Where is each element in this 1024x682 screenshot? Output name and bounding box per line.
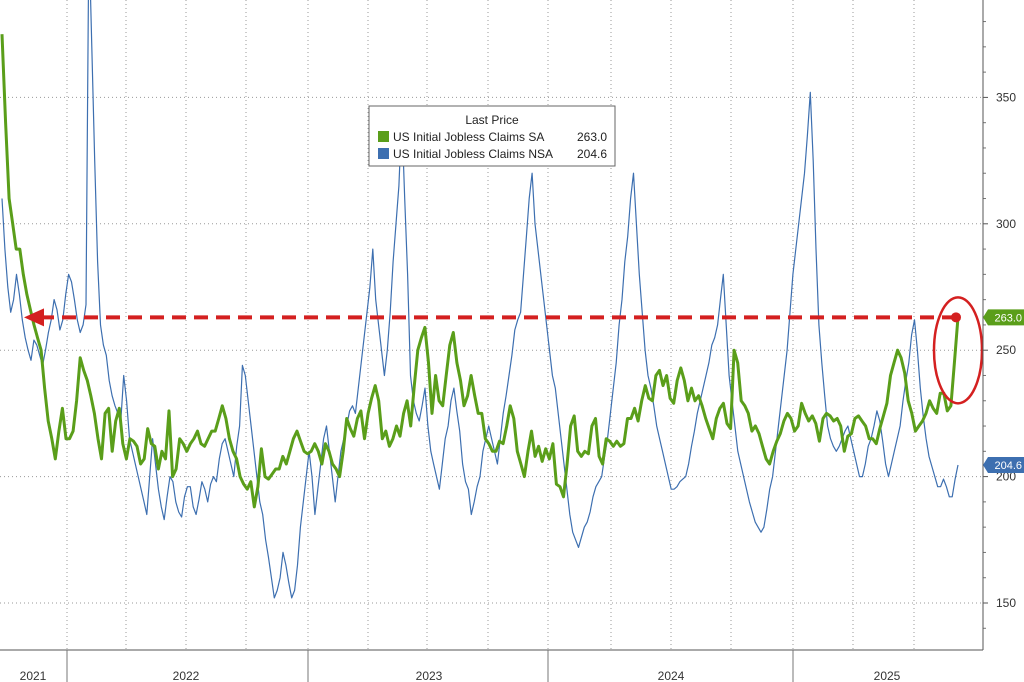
badge-shape: [983, 309, 1024, 326]
x-tick-label-2024: 2024: [658, 669, 685, 682]
plot-background: [0, 0, 983, 650]
callout-annotation: [24, 296, 984, 405]
callout-arrowhead: [24, 308, 44, 327]
badge-value: 204.6: [994, 460, 1022, 472]
x-tick-label-2025: 2025: [874, 669, 901, 682]
y-tick-label-300: 300: [996, 217, 1016, 231]
legend-frame: [368, 105, 616, 167]
legend-swatch-sa: [378, 131, 389, 142]
y-tick-label-200: 200: [996, 470, 1016, 484]
y-tick-label-250: 250: [996, 343, 1016, 357]
y-tick-label-150: 150: [996, 596, 1016, 610]
legend-swatch-nsa: [378, 148, 389, 159]
badge-value: 263.0: [994, 312, 1022, 324]
x-tick-label-2022: 2022: [173, 669, 200, 682]
series-lines: [0, 0, 960, 599]
legend-value-sa: 263.0: [577, 130, 607, 144]
legend-label-sa: US Initial Jobless Claims SA: [393, 130, 544, 144]
legend-value-nsa: 204.6: [577, 147, 607, 161]
series-line-nsa: [1, 0, 959, 599]
legend-label-nsa: US Initial Jobless Claims NSA: [393, 147, 553, 161]
legend-box: Last Price US Initial Jobless Claims SA …: [368, 105, 616, 167]
last-value-badge-sa: 263.0: [983, 309, 1024, 326]
series-line-sa: [0, 34, 960, 509]
last-value-badge-nsa: 204.6: [983, 456, 1024, 473]
badge-shape: [983, 456, 1024, 473]
x-tick-label-2023: 2023: [416, 669, 443, 682]
callout-endpoint-dot: [951, 312, 961, 323]
legend-title: Last Price: [465, 113, 519, 127]
callout-highlight-ellipse: [932, 296, 984, 405]
x-tick-label-2021: 2021: [20, 669, 47, 682]
y-tick-label-350: 350: [996, 90, 1016, 104]
